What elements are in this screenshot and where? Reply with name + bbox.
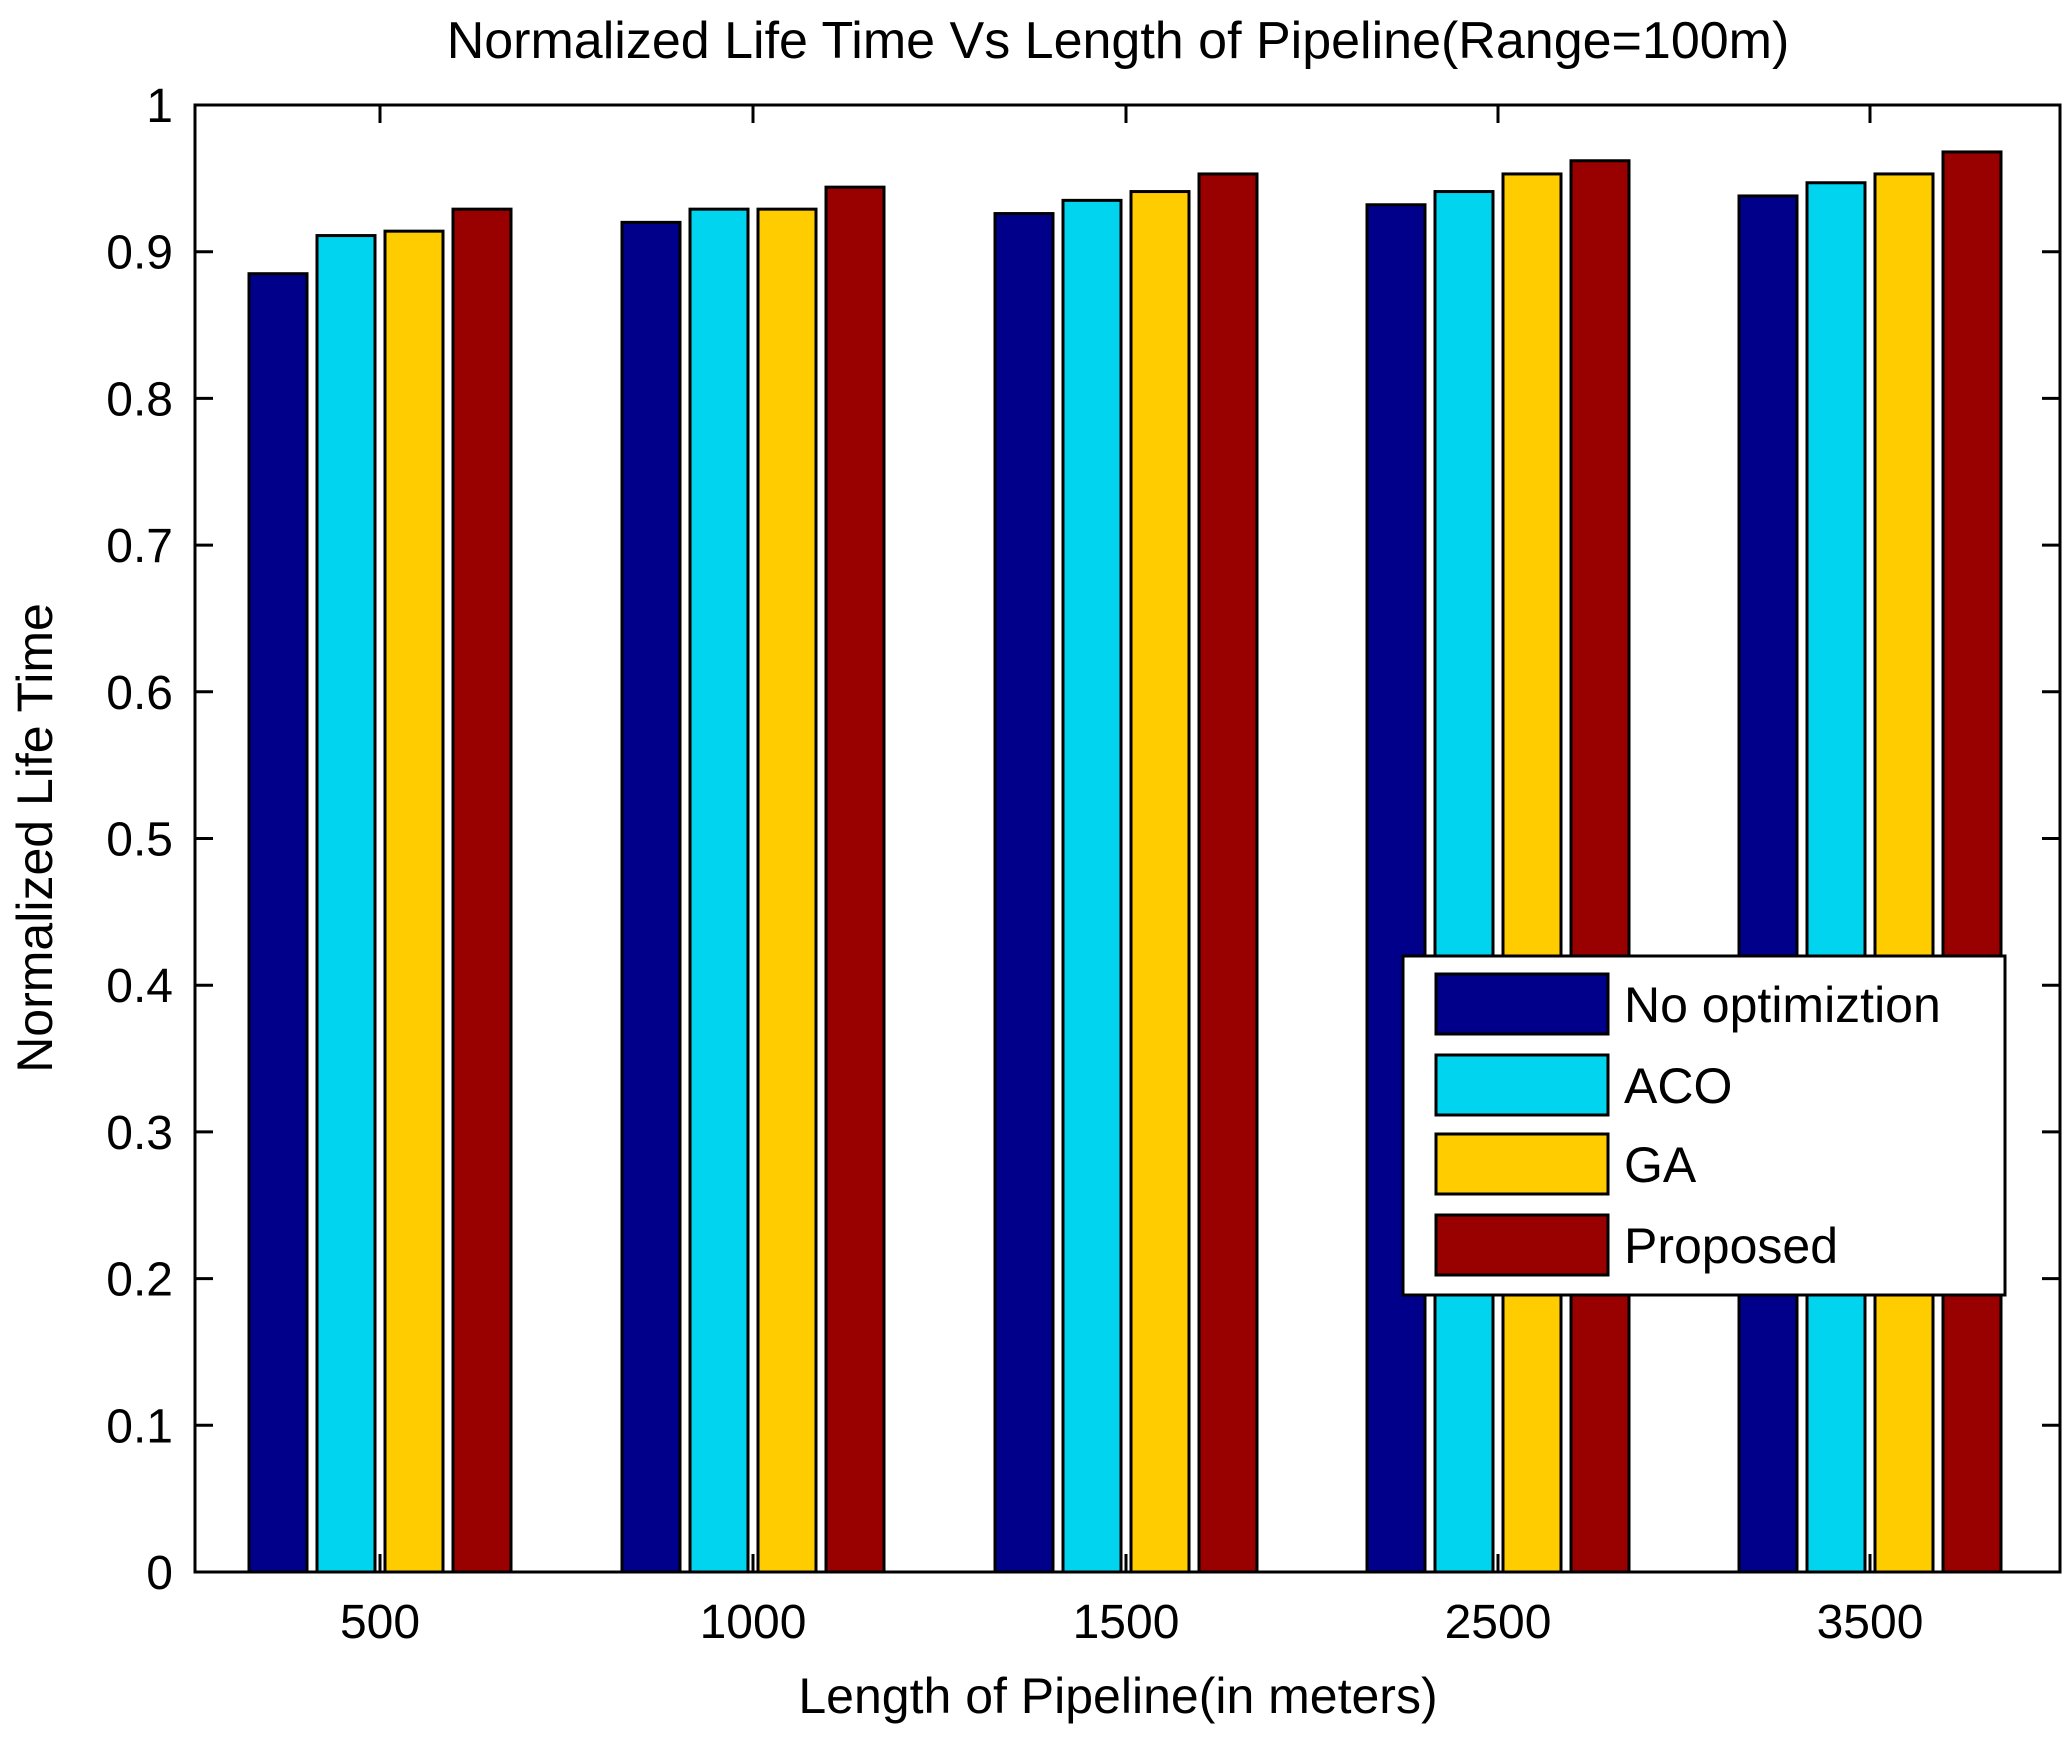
bar-aco-1000 [688,207,750,1574]
bar-ga-2500 [1501,172,1563,1574]
bar-ga-1000 [756,207,818,1574]
bar-no-optimiztion-500 [247,272,309,1574]
bar-no-optimiztion-2500 [1365,203,1427,1574]
y-tick-label: 0.3 [106,1107,173,1160]
legend-swatch-aco [1434,1053,1610,1117]
y-tick-label: 0.4 [106,960,173,1013]
bar-proposed-500 [451,207,513,1574]
legend-label-proposed: Proposed [1624,1218,1838,1274]
legend-label-ga: GA [1624,1137,1697,1193]
bar-no-optimiztion-3500 [1737,194,1799,1574]
x-tick-label: 1500 [1073,1596,1180,1649]
bar-proposed-2500 [1569,159,1631,1574]
bar-ga-500 [383,229,445,1574]
legend-swatch-no-optimization [1434,972,1610,1036]
legend-swatch-ga [1434,1132,1610,1196]
y-tick-label: 0.9 [106,227,173,280]
plot-area-frame [193,103,2062,1574]
y-tick-label: 0.1 [106,1400,173,1453]
y-tick-label: 0.8 [106,373,173,426]
bar-no-optimiztion-1500 [993,212,1055,1574]
y-tick-label: 0.5 [106,814,173,867]
y-tick-label: 0 [146,1547,173,1600]
bar-aco-500 [315,234,377,1574]
bar-aco-1500 [1061,198,1123,1574]
bar-proposed-3500 [1941,150,2003,1574]
y-tick-label: 1 [146,80,173,133]
x-tick-label: 2500 [1445,1596,1552,1649]
legend-label-aco: ACO [1624,1058,1732,1114]
y-tick-label: 0.6 [106,667,173,720]
x-tick-label: 1000 [700,1596,807,1649]
y-tick-label: 0.2 [106,1254,173,1307]
legend-swatch-proposed [1434,1213,1610,1277]
legend-label-no-optimization: No optimiztion [1624,977,1941,1033]
chart-title: Normalized Life Time Vs Length of Pipeli… [447,12,1790,70]
bar-ga-1500 [1129,190,1191,1574]
bars-layer [247,150,2003,1574]
bar-ga-3500 [1873,172,1935,1574]
x-tick-label: 500 [340,1596,420,1649]
legend: No optimiztion ACO GA Proposed [1401,954,2007,1297]
y-axis-label: Normalized Life Time [7,603,63,1073]
x-axis-label: Length of Pipeline(in meters) [798,1668,1437,1724]
bar-proposed-1500 [1197,172,1259,1574]
bar-aco-2500 [1433,190,1495,1574]
bar-no-optimiztion-1000 [620,220,682,1574]
y-tick-label: 0.7 [106,520,173,573]
x-tick-label: 3500 [1817,1596,1924,1649]
bar-proposed-1000 [824,185,886,1574]
bar-aco-3500 [1805,181,1867,1574]
